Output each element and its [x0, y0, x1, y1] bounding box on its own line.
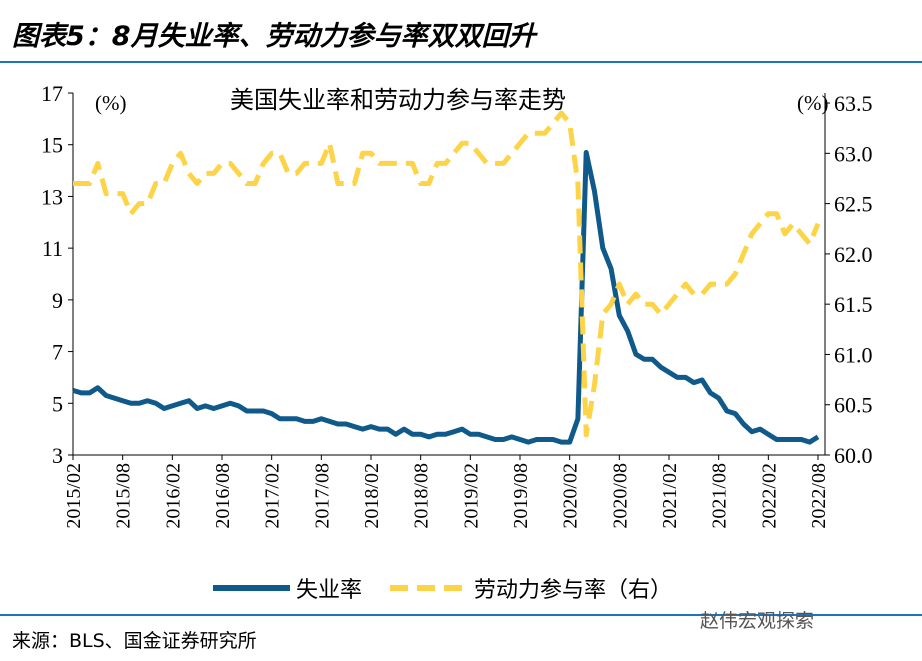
x-tick-label: 2021/08	[709, 463, 731, 529]
chart-title: 美国失业率和劳动力参与率走势	[230, 87, 566, 114]
right-tick-label: 60.0	[834, 443, 873, 468]
left-axis-unit: (%)	[95, 91, 126, 115]
x-tick-label: 2018/02	[361, 463, 383, 529]
x-tick-label: 2017/02	[262, 463, 284, 529]
left-tick-label: 15	[41, 133, 63, 158]
right-tick-label: 61.5	[834, 292, 873, 317]
x-tick-label: 2022/02	[758, 463, 780, 529]
title-divider	[0, 61, 922, 63]
right-tick-label: 62.5	[834, 192, 873, 217]
left-tick-label: 11	[42, 236, 63, 261]
left-tick-label: 5	[52, 391, 63, 416]
x-tick-label: 2019/08	[510, 463, 532, 529]
right-tick-label: 61.0	[834, 342, 873, 367]
series-lines	[72, 110, 821, 445]
x-tick-label: 2015/08	[113, 463, 135, 529]
right-axis-unit: (%)	[797, 91, 828, 115]
x-tick-label: 2021/02	[659, 463, 681, 529]
x-tick-label: 2022/08	[808, 463, 830, 529]
left-tick-label: 13	[41, 184, 63, 209]
x-tick-label: 2020/08	[609, 463, 631, 529]
x-tick-label: 2016/08	[212, 463, 234, 529]
x-tick-label: 2019/02	[460, 463, 482, 529]
right-tick-label: 62.0	[834, 242, 873, 267]
right-tick-label: 63.0	[834, 141, 873, 166]
x-tick-label: 2018/08	[411, 463, 433, 529]
unemployment-line	[72, 150, 820, 445]
right-tick-label: 60.5	[834, 393, 873, 418]
x-tick-label: 2020/02	[560, 463, 582, 529]
right-tick-label: 63.5	[834, 91, 873, 116]
left-tick-label: 17	[41, 81, 63, 106]
legend-label-unemployment: 失业率	[296, 577, 362, 602]
legend: 失业率 劳动力参与率（右）	[213, 577, 672, 602]
legend-label-lfpr: 劳动力参与率（右）	[474, 577, 672, 602]
x-tick-label: 2015/02	[63, 463, 85, 529]
figure-title: 图表5：8月失业率、劳动力参与率双双回升	[12, 21, 536, 52]
source-note: 来源：BLS、国金证券研究所	[12, 630, 257, 652]
watermark: 赵伟宏观探索	[700, 610, 815, 632]
x-tick-label: 2016/02	[162, 463, 184, 529]
x-tick-label: 2017/08	[311, 463, 333, 529]
axes: 3 5 7 9 11 13 15 17 60.0 60.5 61.0 61.5 62.0 62.5 63.0…	[41, 81, 873, 529]
left-tick-label: 7	[52, 340, 63, 365]
lfpr-line	[73, 110, 821, 438]
source-divider	[0, 614, 922, 616]
left-tick-label: 3	[52, 443, 63, 468]
left-tick-label: 9	[52, 288, 63, 313]
